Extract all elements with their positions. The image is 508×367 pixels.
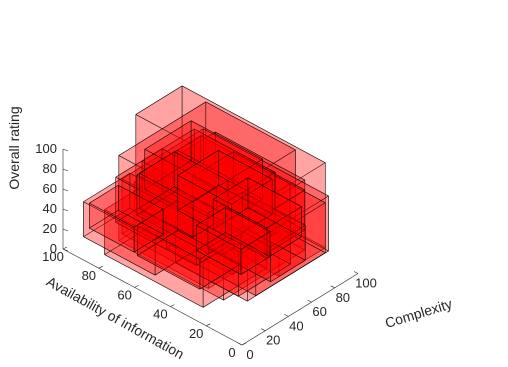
- y-tick-label: 0: [228, 345, 235, 360]
- x-tick-label: 80: [336, 290, 350, 305]
- y-tick-mark: [206, 323, 211, 327]
- z-axis-label: Overall rating: [6, 106, 22, 189]
- y-tick-label: 80: [82, 268, 96, 283]
- z-tick-mark: [62, 228, 69, 232]
- box-19: [89, 184, 164, 253]
- z-tick-mark: [62, 148, 69, 152]
- box-16-face-5: [242, 191, 306, 261]
- z-tick-label: 40: [43, 201, 57, 216]
- box-18-face-4: [177, 175, 232, 240]
- y-tick-mark: [134, 285, 139, 288]
- box-16-face-4: [207, 212, 271, 283]
- box-18: [177, 150, 273, 240]
- box-20: [212, 177, 302, 259]
- x-axis-line: [241, 273, 359, 346]
- box-19-face-4: [89, 202, 135, 253]
- x-tick-label: 60: [312, 304, 326, 319]
- x-tick-label: 0: [246, 347, 253, 362]
- z-tick-label: 100: [35, 141, 57, 156]
- x-tick-label: 100: [355, 276, 377, 291]
- z-tick-label: 80: [43, 161, 57, 176]
- z-tick-label: 20: [43, 221, 57, 236]
- box-21-face-4: [196, 225, 242, 275]
- z-tick-label: 0: [50, 241, 57, 256]
- y-tick-label: 20: [189, 326, 203, 341]
- box-21: [196, 207, 271, 275]
- box-0: [135, 85, 326, 277]
- y-axis-line: [62, 248, 243, 346]
- y-tick-mark: [98, 265, 103, 269]
- box-series: [83, 85, 329, 308]
- y-tick-mark: [170, 304, 175, 307]
- box-15-face-4: [137, 225, 201, 290]
- box-17-face-4: [139, 172, 194, 238]
- x-tick-mark: [261, 328, 266, 331]
- box-15: [137, 200, 241, 290]
- z-tick-label: 60: [43, 181, 57, 196]
- x-tick-mark: [307, 299, 312, 303]
- box-2-face-4: [133, 181, 224, 301]
- box-17-face-5: [173, 151, 229, 216]
- z-tick-mark: [62, 248, 69, 252]
- z-tick-mark: [62, 208, 69, 212]
- y-tick-label: 40: [153, 307, 167, 322]
- x-tick-mark: [330, 285, 335, 289]
- x-tick-mark: [353, 271, 359, 274]
- box-10-face-5: [193, 128, 276, 223]
- box-19-face-5: [118, 184, 164, 235]
- y-tick-label: 100: [42, 249, 64, 264]
- y-tick-label: 60: [117, 287, 131, 302]
- x-tick-mark: [237, 342, 243, 346]
- box-20-face-4: [212, 199, 268, 259]
- box-6-face-4: [83, 201, 156, 276]
- box-20-face-5: [247, 177, 302, 237]
- x-tick-label: 40: [289, 318, 303, 333]
- x-tick-mark: [284, 314, 289, 317]
- z-tick-mark: [62, 168, 69, 172]
- box-12-face-5: [232, 151, 306, 231]
- x-axis-label: Complexity: [383, 295, 454, 331]
- box-0-face-4: [135, 114, 280, 277]
- x-tick-label: 20: [266, 333, 280, 348]
- z-tick-mark: [62, 188, 69, 192]
- box-17: [139, 151, 229, 238]
- y-tick-mark: [241, 342, 247, 346]
- y-tick-mark: [62, 246, 68, 250]
- box-7-face-5: [235, 154, 326, 253]
- box-21-face-5: [225, 207, 271, 257]
- box-3-face-4: [121, 178, 248, 302]
